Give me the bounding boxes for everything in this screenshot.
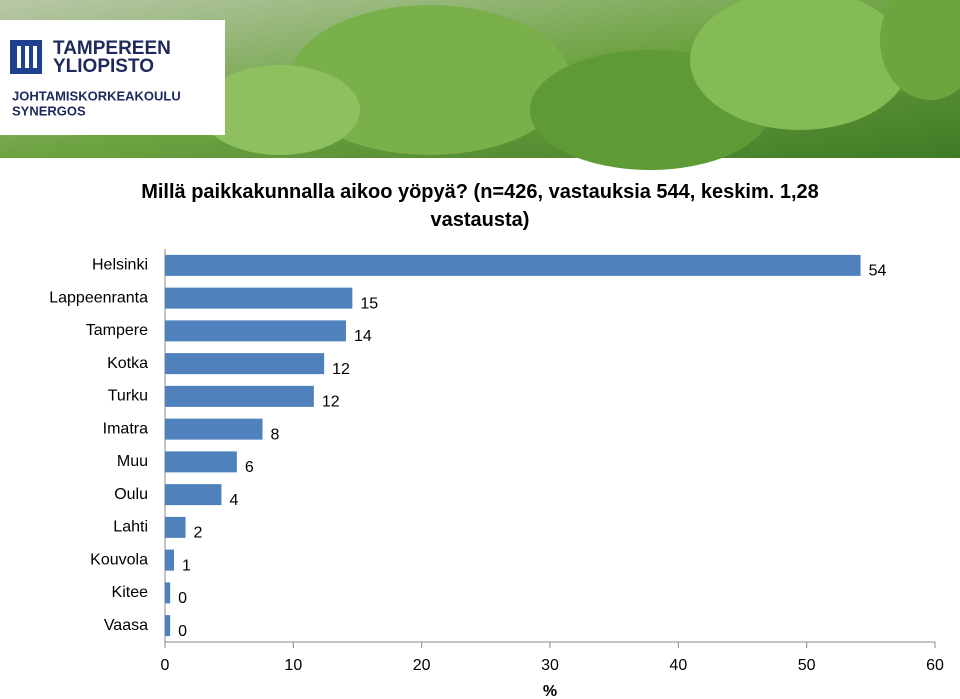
y-tick-label: Lappeenranta — [49, 289, 148, 306]
bar — [165, 484, 222, 506]
y-tick-label: Imatra — [103, 420, 148, 437]
value-label: 6 — [245, 459, 254, 476]
logo-box — [0, 20, 225, 135]
value-label: 0 — [178, 623, 187, 640]
chart-title: Millä paikkakunnalla aikoo yöpyä? (n=426… — [141, 181, 819, 231]
y-tick-label: Tampere — [86, 322, 148, 339]
y-tick-label: Oulu — [114, 486, 148, 503]
y-tick-label: Lahti — [113, 519, 148, 536]
x-tick-label: 50 — [798, 657, 816, 674]
logo-text: TAMPEREEN — [53, 38, 171, 59]
logo-text: YLIOPISTO — [53, 56, 154, 77]
bar — [165, 353, 325, 375]
value-label: 0 — [178, 590, 187, 607]
x-axis-label: % — [543, 683, 557, 699]
value-label: 14 — [354, 328, 372, 345]
bar — [165, 254, 861, 276]
y-tick-label: Kotka — [107, 355, 148, 372]
x-tick-label: 20 — [413, 657, 431, 674]
bar — [165, 385, 314, 407]
value-label: 15 — [360, 295, 378, 312]
bar — [165, 418, 263, 440]
x-tick-label: 60 — [926, 657, 944, 674]
y-tick-label: Vaasa — [104, 617, 148, 634]
value-label: 8 — [271, 426, 280, 443]
bar — [165, 287, 353, 309]
bar — [165, 451, 237, 473]
logo-icon — [10, 40, 42, 74]
bar — [165, 320, 346, 342]
logo-text: SYNERGOS — [12, 103, 86, 118]
value-label: 4 — [229, 492, 238, 509]
value-label: 1 — [182, 557, 191, 574]
x-tick-label: 40 — [669, 657, 687, 674]
value-label: 2 — [194, 525, 203, 542]
bar — [165, 516, 186, 538]
y-tick-label: Turku — [108, 388, 148, 405]
value-label: 54 — [869, 263, 887, 280]
y-tick-label: Kitee — [112, 584, 149, 601]
y-tick-label: Kouvola — [90, 551, 148, 568]
value-label: 12 — [332, 361, 350, 378]
bar — [165, 549, 174, 571]
x-tick-label: 30 — [541, 657, 559, 674]
bar — [165, 582, 171, 604]
logo-text: JOHTAMISKORKEAKOULU — [12, 88, 181, 103]
bar — [165, 615, 171, 637]
value-label: 12 — [322, 394, 340, 411]
y-tick-label: Helsinki — [92, 257, 148, 274]
x-tick-label: 10 — [284, 657, 302, 674]
y-tick-label: Muu — [117, 453, 148, 470]
x-tick-label: 0 — [161, 657, 170, 674]
